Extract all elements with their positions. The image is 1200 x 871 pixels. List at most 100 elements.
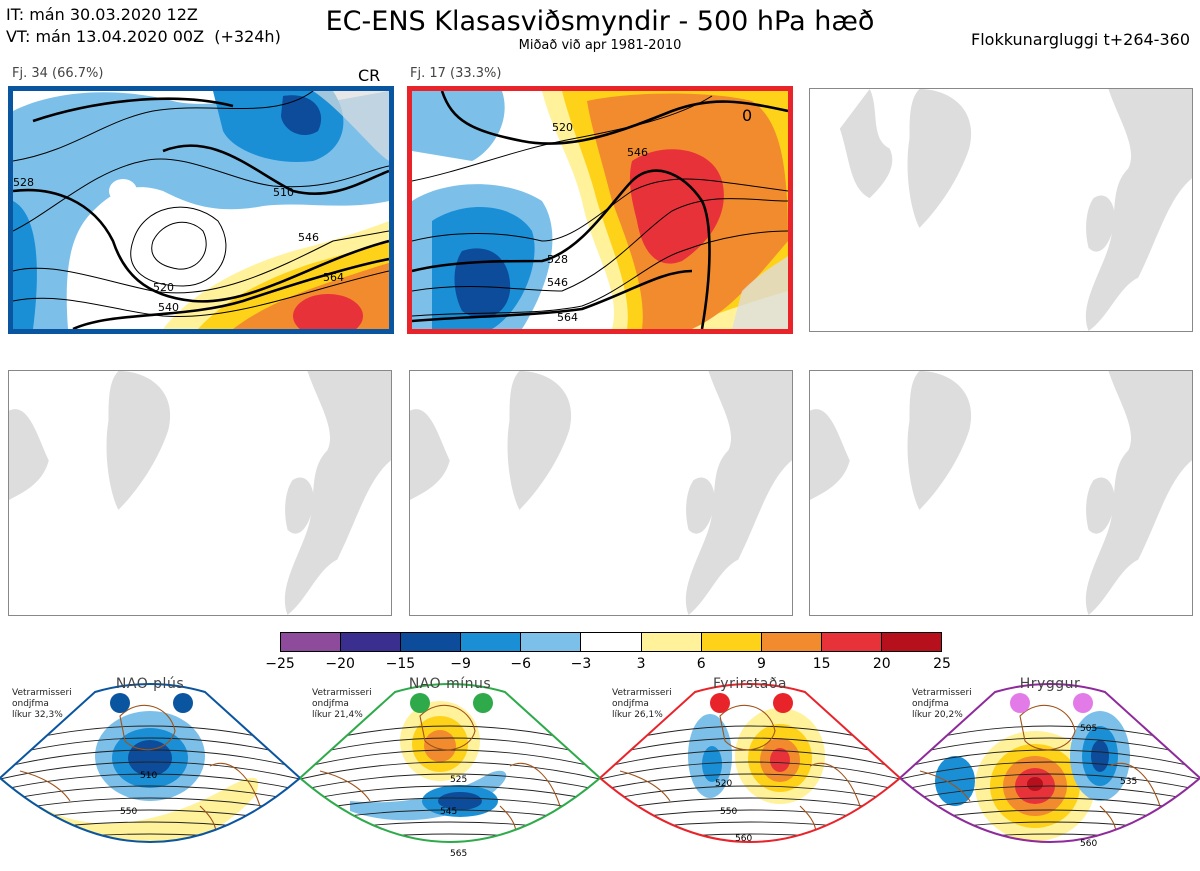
colorbar-tick-label: 6: [696, 656, 706, 672]
regime-marker: [1073, 693, 1093, 713]
regime-name: NAO plús: [115, 676, 185, 692]
regime-contour-label: 550: [120, 807, 137, 817]
colorbar-tick-label: 15: [812, 656, 831, 672]
colorbar-tick-label: −20: [325, 656, 355, 672]
regime-info-line: Vetrarmisseri: [312, 688, 372, 698]
colorbar-tick-label: 20: [872, 656, 891, 672]
anomaly-colorbar: [280, 632, 942, 652]
basemap-4: [9, 371, 391, 615]
regime-info: Vetrarmisseri ondjfma líkur 20,2%: [912, 688, 972, 721]
cluster-map-2-figure: 520 546 528 546 564 0: [412, 91, 788, 329]
cluster-map-3-empty: [809, 88, 1193, 332]
regime-info-line: Vetrarmisseri: [912, 688, 972, 698]
run-times: IT: mán 30.03.2020 12Z VT: mán 13.04.2020…: [6, 4, 281, 48]
colorbar-swatch: [401, 633, 462, 651]
regime-marker: [110, 693, 130, 713]
regime-contour-label: 525: [450, 775, 467, 785]
panel-1-tag: CR: [358, 66, 381, 85]
panel-1-label: Fj. 34 (66.7%): [12, 66, 104, 81]
panel-2-contour-label: 0: [742, 106, 752, 125]
regime-info-line: líkur 21,4%: [312, 710, 363, 720]
colorbar-tick-label: −3: [570, 656, 592, 672]
regime-contour-label: 545: [440, 807, 457, 817]
regime-info: Vetrarmisseri ondjfma líkur 26,1%: [612, 688, 672, 721]
cluster-map-1[interactable]: 546 564 528 510 520 540: [8, 86, 394, 334]
panel-2-contour-label: 546: [627, 146, 648, 159]
regime-contour-label: 550: [720, 807, 737, 817]
regime-contour-label: 520: [715, 779, 732, 789]
panel-2-label: Fj. 17 (33.3%): [410, 66, 502, 81]
regime-contour-label: 565: [450, 849, 467, 859]
regime-contour-label: 510: [140, 771, 157, 781]
regime-info-line: ondjfma: [912, 699, 949, 709]
vt-line: VT: mán 13.04.2020 00Z (+324h): [6, 27, 281, 46]
colorbar-swatch: [881, 633, 942, 651]
colorbar-swatch: [521, 633, 582, 651]
regime-contour-label: 560: [735, 834, 752, 844]
regime-marker: [773, 693, 793, 713]
regime-marker: [710, 693, 730, 713]
cluster-map-5-empty: [409, 370, 793, 616]
it-line: IT: mán 30.03.2020 12Z: [6, 5, 198, 24]
regime-info: Vetrarmisseri ondjfma líkur 32,3%: [12, 688, 72, 721]
cluster-map-6-empty: [809, 370, 1193, 616]
regime-marker: [1010, 693, 1030, 713]
regime-contour-label: 560: [1080, 839, 1097, 849]
basemap-6: [810, 371, 1192, 615]
regime-info-line: ondjfma: [312, 699, 349, 709]
regime-info: Vetrarmisseri ondjfma líkur 21,4%: [312, 688, 372, 721]
regime-contour-label: 535: [1120, 777, 1137, 787]
colorbar-swatch: [701, 633, 762, 651]
regime-map-0: 510 550 NAO plús Vetrarmisseri ondjfma líkur …: [0, 676, 300, 871]
cluster-map-2[interactable]: 520 546 528 546 564 0: [407, 86, 793, 334]
panel-1-contour-label: 510: [273, 186, 294, 199]
cluster-window: Flokkunargluggi t+264-360: [971, 30, 1190, 49]
regime-name: Hryggur: [1019, 676, 1081, 692]
panel-1-contour-label: 546: [298, 231, 319, 244]
regime-figure: 525 545 565: [300, 683, 600, 859]
colorbar-tick-label: −9: [450, 656, 471, 672]
regime-marker: [173, 693, 193, 713]
regime-info-line: líkur 26,1%: [612, 710, 663, 720]
regime-info-line: Vetrarmisseri: [612, 688, 672, 698]
regime-info-line: Vetrarmisseri: [12, 688, 72, 698]
panel-2-contour-label: 528: [547, 253, 568, 266]
regime-map-1: 525 545 565 NAO mínus Vetrarmisseri ondjfma lí…: [300, 676, 600, 871]
page-title: EC-ENS Klasasviðsmyndir - 500 hPa hæð: [325, 6, 875, 37]
colorbar-tick-label: 3: [636, 656, 646, 672]
cluster-map-1-figure: 546 564 528 510 520 540: [13, 91, 389, 329]
colorbar-swatch: [281, 633, 342, 651]
colorbar-swatch: [821, 633, 882, 651]
colorbar-swatch: [581, 633, 642, 651]
colorbar-tick-label: −25: [265, 656, 295, 672]
regime-info-line: líkur 32,3%: [12, 710, 63, 720]
colorbar-tick-label: 9: [756, 656, 766, 672]
colorbar-tick-label: 25: [933, 656, 951, 672]
panel-2-contour-label: 520: [552, 121, 573, 134]
panel-1-contour-label: 528: [13, 176, 34, 189]
basemap-3: [839, 89, 1192, 331]
basemap-5: [410, 371, 792, 615]
panel-1-contour-label: 540: [158, 301, 179, 314]
regime-name: Fyrirstaða: [713, 676, 787, 692]
colorbar-swatch: [341, 633, 402, 651]
panel-1-contour-label: 564: [323, 271, 344, 284]
regime-contour-label: 505: [1080, 724, 1097, 734]
regime-info-line: líkur 20,2%: [912, 710, 963, 720]
regime-map-3: 505 535 560 Hryggur Vetrarmisseri ondjfma líku…: [900, 676, 1200, 871]
regime-marker: [473, 693, 493, 713]
colorbar-tick-label: −6: [510, 656, 532, 672]
regime-info-line: ondjfma: [12, 699, 49, 709]
regime-info-line: ondjfma: [612, 699, 649, 709]
regime-figure: 505 535 560: [900, 683, 1200, 849]
page-subtitle: Miðað við apr 1981-2010: [518, 38, 682, 53]
colorbar-swatch: [461, 633, 522, 651]
panel-2-contour-label: 564: [557, 311, 578, 324]
colorbar-ticks: −25 −20 −15 −9 −6 −3 3 6 9 15 20 25: [0, 656, 1200, 676]
panel-2-contour-label: 546: [547, 276, 568, 289]
regime-marker: [410, 693, 430, 713]
colorbar-tick-label: −15: [385, 656, 416, 672]
cluster-map-4-empty: [8, 370, 392, 616]
regime-name: NAO mínus: [408, 676, 492, 692]
colorbar-swatch: [641, 633, 702, 651]
